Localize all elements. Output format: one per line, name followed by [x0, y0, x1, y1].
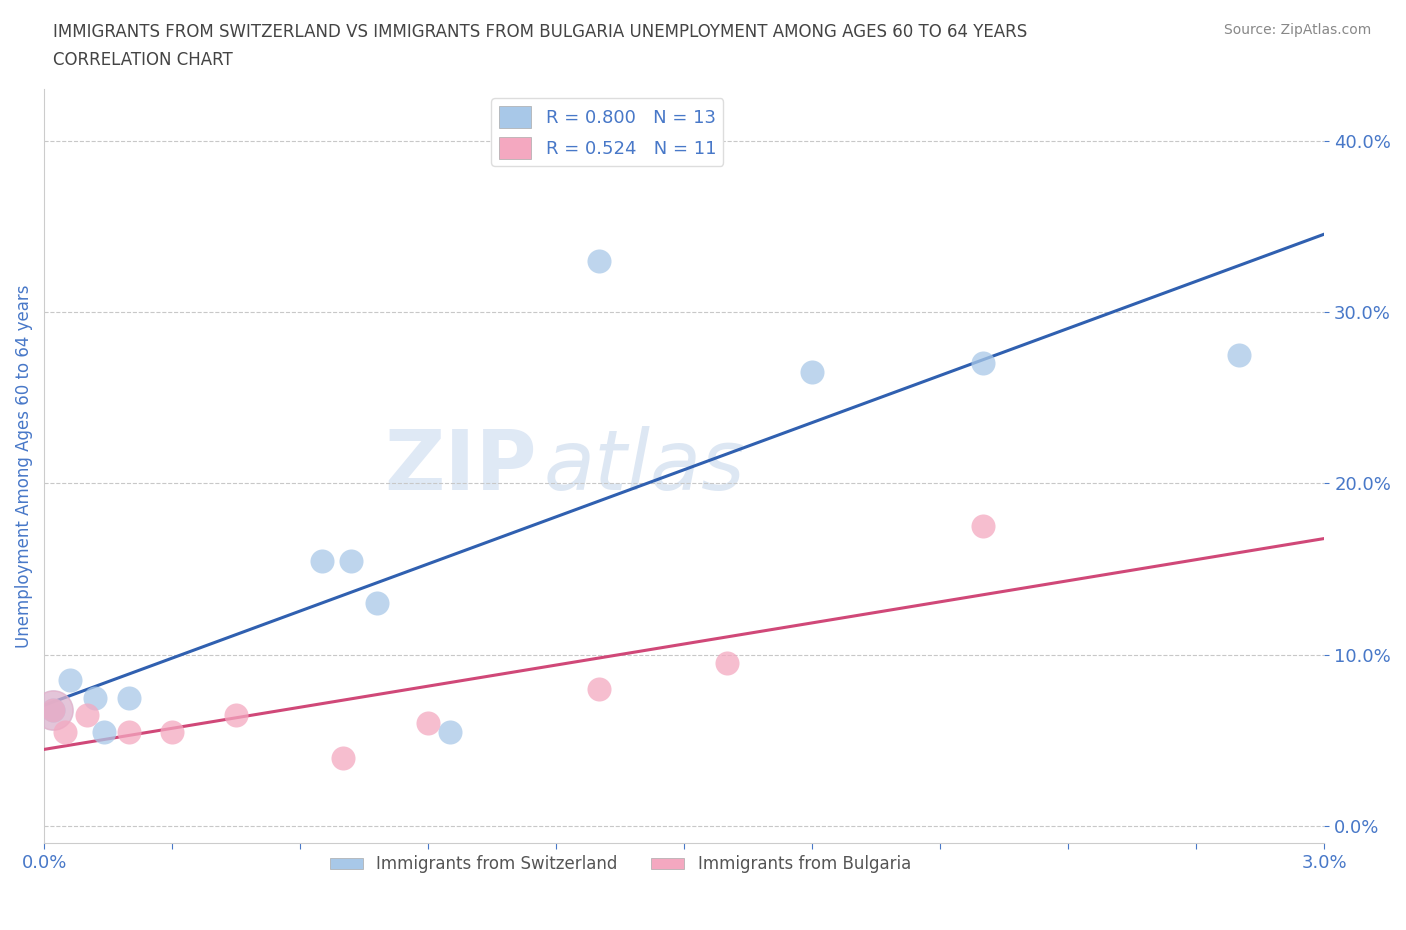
Text: IMMIGRANTS FROM SWITZERLAND VS IMMIGRANTS FROM BULGARIA UNEMPLOYMENT AMONG AGES : IMMIGRANTS FROM SWITZERLAND VS IMMIGRANT…	[53, 23, 1028, 41]
Point	[225, 707, 247, 722]
Point	[84, 690, 107, 705]
Point	[366, 596, 388, 611]
Point	[41, 702, 63, 717]
Point	[1227, 348, 1250, 363]
Point	[41, 702, 63, 717]
Point	[118, 724, 141, 739]
Text: Source: ZipAtlas.com: Source: ZipAtlas.com	[1223, 23, 1371, 37]
Point	[59, 673, 82, 688]
Point	[311, 553, 333, 568]
Text: CORRELATION CHART: CORRELATION CHART	[53, 51, 233, 69]
Text: atlas: atlas	[544, 426, 745, 507]
Point	[55, 724, 77, 739]
Point	[972, 519, 994, 534]
Point	[418, 716, 440, 731]
Point	[332, 751, 354, 765]
Text: ZIP: ZIP	[384, 426, 537, 507]
Point	[41, 702, 63, 717]
Point	[716, 656, 738, 671]
Point	[41, 702, 63, 717]
Point	[340, 553, 363, 568]
Point	[160, 724, 183, 739]
Point	[118, 690, 141, 705]
Legend: Immigrants from Switzerland, Immigrants from Bulgaria: Immigrants from Switzerland, Immigrants …	[323, 849, 918, 880]
Y-axis label: Unemployment Among Ages 60 to 64 years: Unemployment Among Ages 60 to 64 years	[15, 285, 32, 648]
Point	[972, 356, 994, 371]
Point	[588, 682, 610, 697]
Point	[588, 253, 610, 268]
Point	[76, 707, 98, 722]
Point	[801, 365, 824, 379]
Point	[439, 724, 461, 739]
Point	[93, 724, 115, 739]
